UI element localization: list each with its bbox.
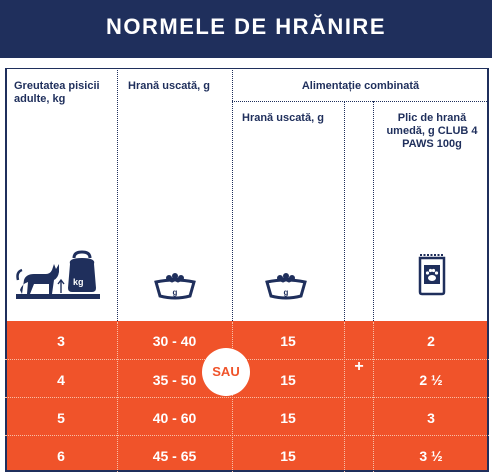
row-combined-dry: 15: [280, 333, 296, 349]
row-combined-dry: 15: [280, 448, 296, 464]
header-combined-dry: Hrană uscată, g: [242, 112, 324, 124]
food-bowl-icon: [265, 273, 307, 300]
divider: [373, 101, 374, 321]
feeding-table-frame: [5, 68, 489, 472]
divider: [232, 101, 489, 102]
divider: [232, 70, 233, 321]
row-wet: 2: [427, 333, 435, 349]
plus-sign: +: [354, 358, 364, 375]
divider: [117, 70, 118, 321]
divider: [5, 435, 489, 436]
row-wet: 3: [427, 410, 435, 426]
paw-pouch-icon: [418, 254, 446, 296]
row-wet: 2 ½: [419, 372, 443, 388]
row-dry-food: 45 - 65: [152, 448, 197, 464]
row-wet: 3 ½: [419, 448, 443, 464]
bowl-g-label: g: [172, 288, 178, 297]
food-bowl-icon: [154, 273, 196, 300]
row-dry-food: 35 - 50: [152, 372, 197, 388]
header-weight: Greutatea pisicii adulte, kg: [14, 80, 100, 105]
or-badge: SAU: [202, 348, 250, 396]
row-dry-food: 40 - 60: [152, 410, 197, 426]
row-combined-dry: 15: [280, 372, 296, 388]
header-combined: Alimentație combinată: [301, 80, 420, 92]
row-combined-dry: 15: [280, 410, 296, 426]
row-dry-food: 30 - 40: [152, 333, 197, 349]
header-combined-wet: Plic de hrană umedă, g CLUB 4 PAWS 100g: [386, 112, 478, 150]
header-dry-food: Hrană uscată, g: [128, 80, 210, 92]
cat-on-scale-icon: [16, 250, 100, 299]
values-section: [5, 321, 489, 472]
title-bar: [0, 0, 492, 58]
divider: [344, 101, 345, 321]
row-weight: 4: [57, 372, 65, 388]
scale-kg-label: kg: [73, 277, 84, 287]
row-weight: 3: [57, 333, 65, 349]
page-title: NORMELE DE HRĂNIRE: [105, 14, 386, 39]
divider: [5, 397, 489, 398]
bowl-g-label: g: [283, 288, 289, 297]
row-weight: 6: [57, 448, 65, 464]
row-weight: 5: [57, 410, 65, 426]
